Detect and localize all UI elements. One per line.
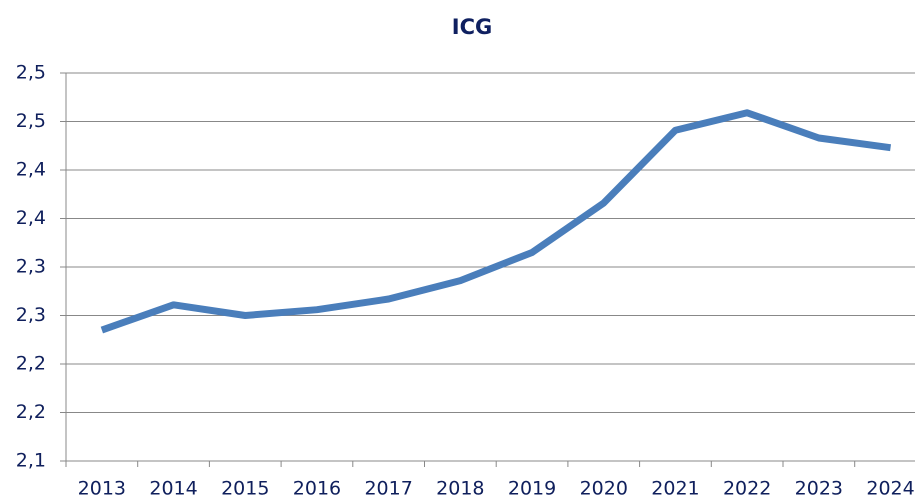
x-tick-label: 2022: [723, 478, 771, 497]
x-tick-label: 2021: [651, 478, 699, 497]
y-tick-label: 2,1: [16, 450, 46, 472]
y-tick-label: 2,5: [16, 62, 46, 84]
x-tick-label: 2023: [795, 478, 843, 497]
y-tick-label: 2,5: [16, 110, 46, 132]
y-tick-label: 2,3: [16, 304, 46, 326]
x-tick-label: 2014: [149, 478, 197, 497]
y-tick-label: 2,4: [16, 207, 46, 229]
x-tick-label: 2017: [364, 478, 412, 497]
x-tick-label: 2020: [580, 478, 628, 497]
data-line: [100, 109, 892, 334]
x-tick-label: 2015: [221, 478, 269, 497]
y-tick-label: 2,4: [16, 159, 46, 181]
x-tick-label: 2016: [293, 478, 341, 497]
chart-title: ICG: [452, 15, 492, 39]
y-tick-label: 2,2: [16, 353, 46, 375]
y-tick-label: 2,3: [16, 256, 46, 278]
x-tick-label: 2019: [508, 478, 556, 497]
x-tick-label: 2018: [436, 478, 484, 497]
y-tick-label: 2,2: [16, 401, 46, 423]
x-tick-label: 2013: [78, 478, 126, 497]
x-tick-label: 2024: [866, 478, 914, 497]
